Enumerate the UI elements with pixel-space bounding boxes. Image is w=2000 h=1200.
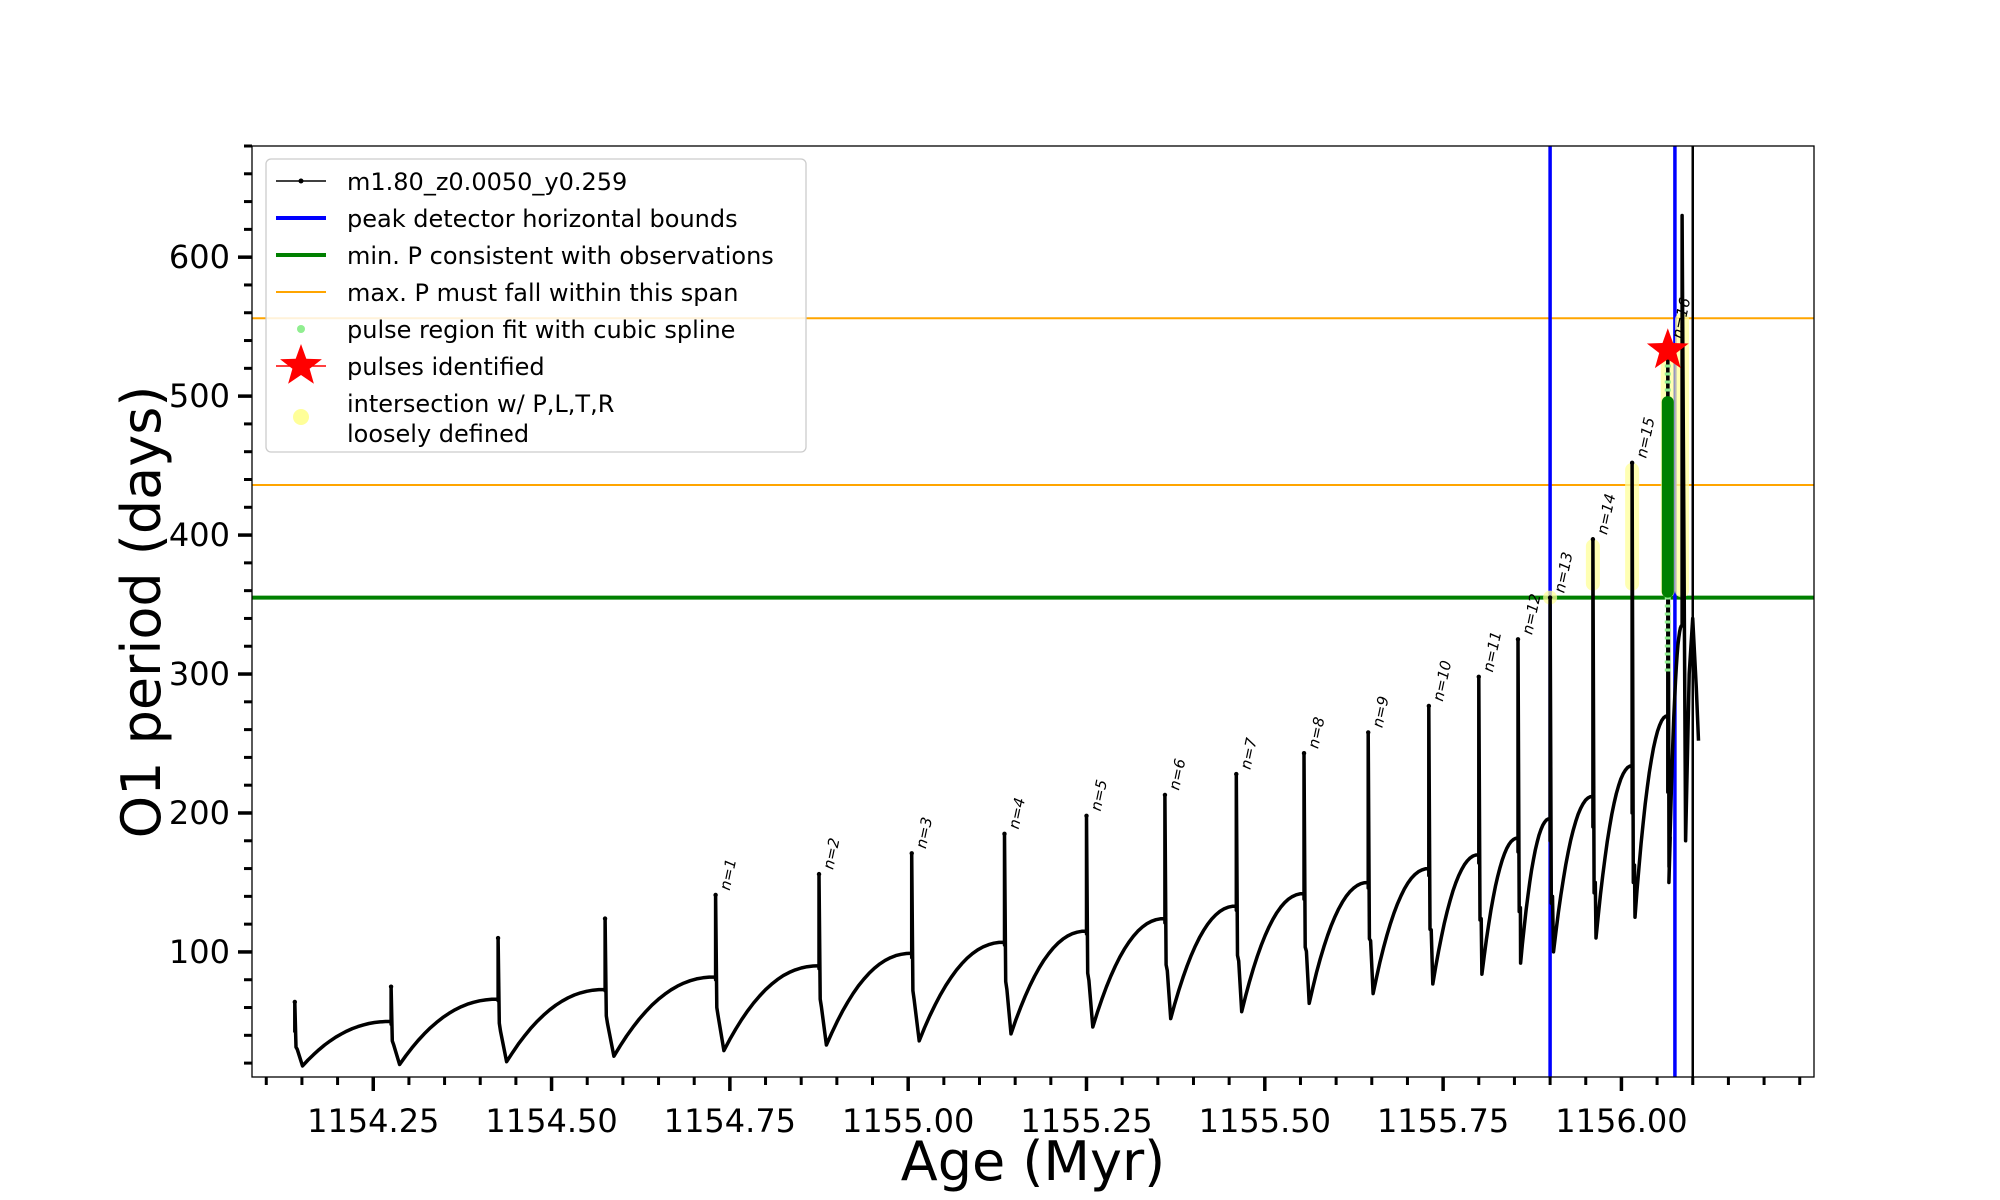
y-tick-label-3: 300 (169, 655, 230, 693)
pulse-peak-point-19 (1629, 460, 1635, 466)
legend-item-2-label: peak detector horizontal bounds (347, 205, 738, 233)
identified-pulse-star-1 (1646, 328, 1689, 369)
pulse-peak-point-15 (1476, 674, 1481, 680)
pulse-peak-point-7 (909, 851, 914, 856)
y-axis-title: O1 period (days) (110, 386, 173, 839)
x-tick-label-8: 1156.00 (1555, 1102, 1687, 1140)
pulse-peak-point-5 (713, 892, 718, 898)
y-tick-label-6: 600 (169, 238, 230, 276)
pulse-peak-point-4 (602, 916, 608, 921)
pulse-peak-point-2 (388, 984, 394, 989)
y-tick-label-5: 500 (169, 377, 230, 415)
x-tick-label-4: 1155.00 (842, 1102, 974, 1140)
legend-item-7-label-line2: loosely defined (347, 420, 529, 448)
x-tick-label-2: 1154.50 (485, 1102, 617, 1140)
x-axis: 1154.25 1154.50 1154.75 1155.00 1155.25 1155.… (264, 1077, 1802, 1140)
pulse-peak-point-3 (495, 935, 501, 941)
pulse-peak-point-9 (1084, 813, 1089, 818)
x-tick-label-1: 1154.25 (307, 1102, 439, 1140)
x-tick-label-5: 1155.25 (1020, 1102, 1152, 1140)
spline-fit-markers (1661, 340, 1674, 675)
legend-item-4-label: max. P must fall within this span (347, 279, 738, 307)
identified-pulse-markers (1646, 328, 1689, 369)
legend-item-7-label: intersection w/ P,L,T,R (347, 390, 614, 418)
legend-item-6-handle (280, 344, 322, 384)
legend-item-3-label: min. P consistent with observations (347, 242, 774, 270)
legend-item-6-label: pulses identified (347, 353, 545, 381)
y-tick-label-1: 100 (169, 933, 230, 971)
pulse-peak-point-17 (1547, 595, 1553, 600)
pulse-peak-point-11 (1234, 771, 1239, 777)
legend-item-5-handle (297, 325, 305, 333)
legend-box (265, 158, 807, 453)
pulse-peak-point-18 (1590, 537, 1596, 542)
x-tick-label-7: 1155.75 (1377, 1102, 1509, 1140)
legend-item-5-label: pulse region fit with cubic spline (347, 316, 735, 344)
x-tick-label-6: 1155.50 (1199, 1102, 1331, 1140)
pulse-peak-point-16 (1515, 637, 1521, 642)
pulse-peak-point-13 (1366, 730, 1371, 735)
x-tick-label-3: 1154.75 (664, 1102, 796, 1140)
spline-dense-1 (1661, 396, 1674, 598)
pulse-peak-point-1 (292, 999, 297, 1005)
plot-frame (251, 145, 1815, 1078)
pulse-peak-point-12 (1301, 751, 1307, 756)
y-axis: 100 200 300 400 500 600 (169, 144, 252, 1065)
x-axis-title: Age (Myr) (901, 1130, 1166, 1193)
pulse-peak-point-14 (1426, 703, 1432, 709)
y-tick-label-4: 400 (169, 516, 230, 554)
pulse-peak-point-10 (1162, 792, 1168, 798)
legend-item-7-handle (293, 409, 309, 425)
pulse-peak-point-6 (816, 871, 822, 877)
y-tick-label-2: 200 (169, 794, 230, 832)
track-line (293, 213, 1701, 1068)
pulse-peak-point-8 (1002, 831, 1007, 837)
legend-item-1-marker (298, 178, 304, 184)
legend-item-1-label: m1.80_z0.0050_y0.259 (347, 168, 627, 196)
